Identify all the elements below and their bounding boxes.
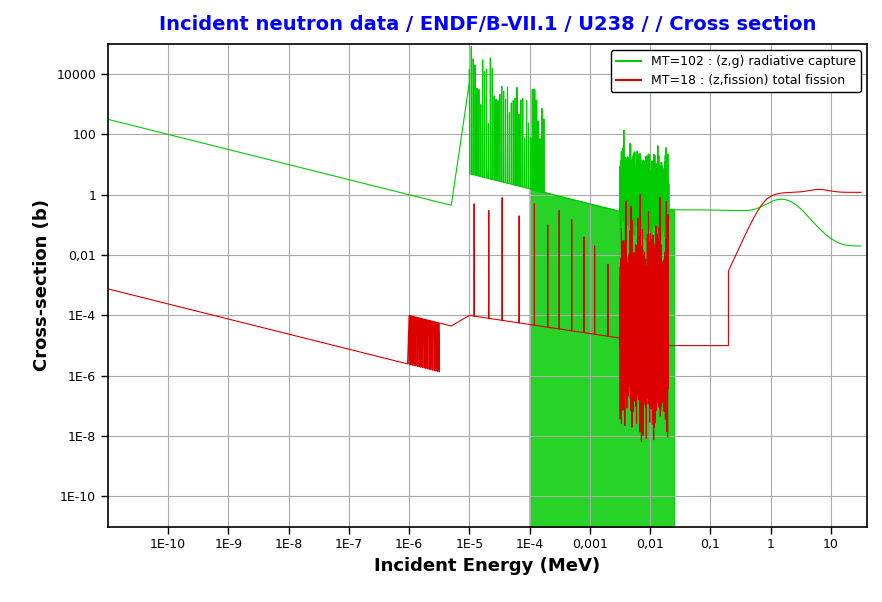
Title: Incident neutron data / ENDF/B-VII.1 / U238 / / Cross section: Incident neutron data / ENDF/B-VII.1 / U…: [159, 15, 816, 34]
Line: MT=18 : (z,fission) total fission: MT=18 : (z,fission) total fission: [108, 190, 861, 442]
Legend: MT=102 : (z,g) radiative capture, MT=18 : (z,fission) total fission: MT=102 : (z,g) radiative capture, MT=18 …: [610, 50, 861, 92]
MT=18 : (z,fission) total fission: (1e-11, 0.000759): (z,fission) total fission: (1e-11, 0.000…: [102, 285, 113, 293]
MT=102 : (z,g) radiative capture: (0.00556, 0.099): (z,g) radiative capture: (0.00556, 0.099…: [630, 222, 640, 229]
MT=102 : (z,g) radiative capture: (0.00457, 0.651): (z,g) radiative capture: (0.00457, 0.651…: [624, 197, 635, 204]
MT=102 : (z,g) radiative capture: (1e-11, 316): (z,g) radiative capture: (1e-11, 316): [102, 116, 113, 123]
MT=102 : (z,g) radiative capture: (0.00555, 0.0496): (z,g) radiative capture: (0.00555, 0.049…: [630, 231, 640, 238]
MT=18 : (z,fission) total fission: (0.00699, 6.96e-05): (z,fission) total fission: (0.00699, 6.9…: [635, 317, 646, 324]
MT=18 : (z,fission) total fission: (0.0143, 2.47e-05): (z,fission) total fission: (0.0143, 2.47…: [654, 330, 665, 337]
Line: MT=102 : (z,g) radiative capture: MT=102 : (z,g) radiative capture: [108, 46, 861, 246]
MT=18 : (z,fission) total fission: (0.0193, 1.81e-07): (z,fission) total fission: (0.0193, 1.81…: [662, 394, 673, 402]
MT=18 : (z,fission) total fission: (0.00555, 0.000278): (z,fission) total fission: (0.00555, 0.0…: [630, 299, 640, 306]
Y-axis label: Cross-section (b): Cross-section (b): [33, 199, 50, 371]
MT=102 : (z,g) radiative capture: (0.0101, 0.207): (z,g) radiative capture: (0.0101, 0.207): [645, 212, 655, 219]
X-axis label: Incident Energy (MeV): Incident Energy (MeV): [374, 557, 601, 575]
MT=18 : (z,fission) total fission: (31.6, 1.2): (z,fission) total fission: (31.6, 1.2): [856, 189, 866, 196]
MT=18 : (z,fission) total fission: (0.00788, 0.00186): (z,fission) total fission: (0.00788, 0.0…: [639, 273, 649, 281]
MT=102 : (z,g) radiative capture: (31.6, 0.02): (z,g) radiative capture: (31.6, 0.02): [856, 243, 866, 250]
MT=18 : (z,fission) total fission: (0.00746, 0.0714): (z,fission) total fission: (0.00746, 0.0…: [637, 226, 647, 233]
MT=18 : (z,fission) total fission: (0.00717, 6.55e-09): (z,fission) total fission: (0.00717, 6.5…: [636, 438, 647, 445]
MT=102 : (z,g) radiative capture: (0.0067, 0.469): (z,g) radiative capture: (0.0067, 0.469): [634, 201, 645, 208]
MT=102 : (z,g) radiative capture: (1.25e-05, 7.43e+03): (z,g) radiative capture: (1.25e-05, 7.43…: [470, 74, 481, 81]
MT=18 : (z,fission) total fission: (6.32, 1.5): (z,fission) total fission: (6.32, 1.5): [813, 186, 824, 193]
MT=102 : (z,g) radiative capture: (1.08e-05, 8.16e+04): (z,g) radiative capture: (1.08e-05, 8.16…: [466, 43, 476, 50]
